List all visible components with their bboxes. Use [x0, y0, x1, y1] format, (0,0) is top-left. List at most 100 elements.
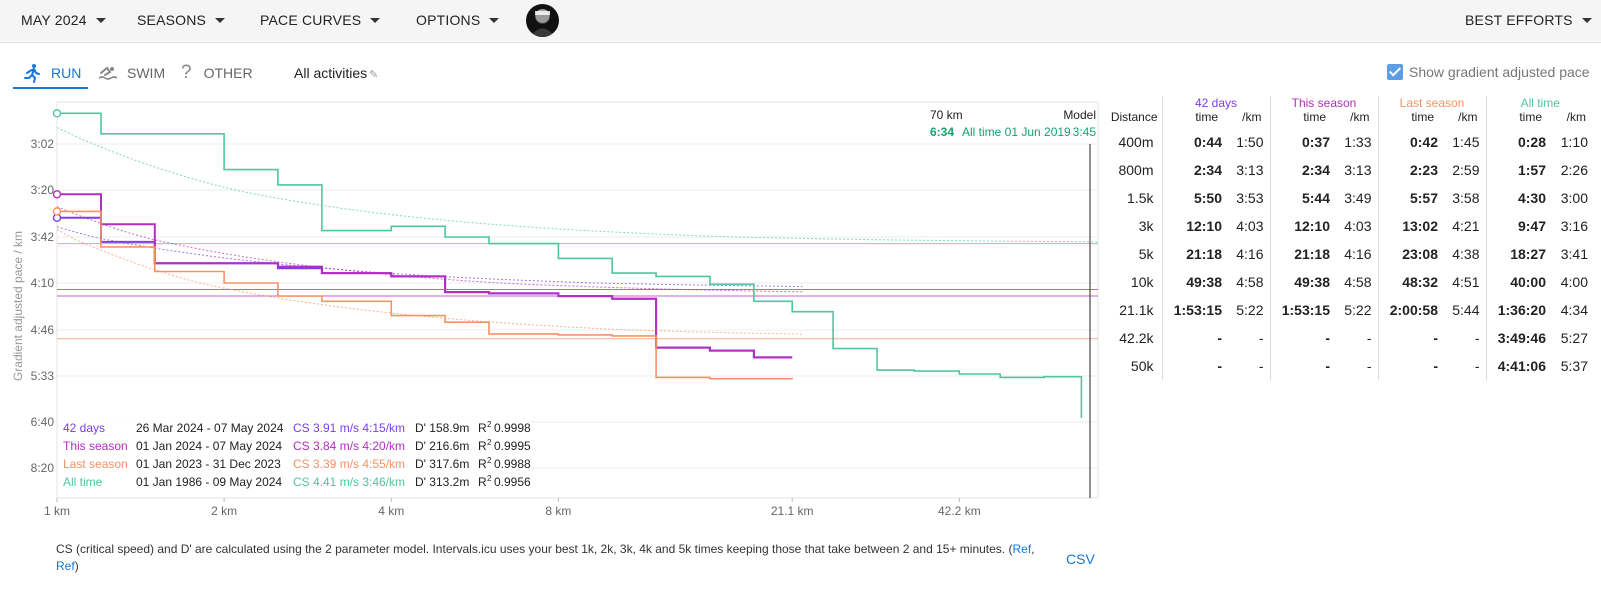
x-tick-label: 42.2 km: [938, 504, 981, 518]
footer-end: ): [74, 559, 79, 573]
time-header: time: [1269, 110, 1330, 128]
time-cell: -: [1269, 352, 1330, 380]
pace-header: /km: [1566, 110, 1586, 124]
pace-cell: 2:59: [1452, 162, 1480, 178]
time-cell: 21:18: [1161, 240, 1222, 268]
series-line[interactable]: [57, 112, 1083, 418]
time-cell: 1:36:20: [1485, 296, 1546, 324]
pace-header: /km: [1350, 110, 1370, 124]
legend-r2: 0.9998: [494, 421, 531, 435]
time-cell: 18:27: [1485, 240, 1546, 268]
time-cell: 1:53:15: [1161, 296, 1222, 324]
pace-header: /km: [1458, 110, 1478, 124]
pace-cell: 1:33: [1344, 134, 1372, 150]
time-cell: 49:38: [1161, 268, 1222, 296]
group-42-days: 42 days: [1161, 96, 1270, 110]
y-tick-label: 3:02: [31, 137, 55, 151]
series-line[interactable]: [57, 193, 793, 359]
time-cell: 2:23: [1377, 156, 1438, 184]
time-cell: 5:50: [1161, 184, 1222, 212]
best-efforts-table: 42 days This season Last season All time…: [1100, 96, 1600, 380]
chevron-down-icon: [489, 17, 500, 23]
time-header: time: [1485, 110, 1546, 128]
time-cell: -: [1377, 324, 1438, 352]
time-cell: 0:44: [1161, 128, 1222, 156]
ref-link[interactable]: Ref: [56, 559, 75, 573]
pace-cell: 3:13: [1236, 162, 1264, 178]
pace-cell: -: [1258, 358, 1264, 374]
time-cell: 1:57: [1485, 156, 1546, 184]
csv-button[interactable]: CSV: [1066, 551, 1095, 567]
table-row: 50k - - - - - -4:41:06 5:37: [1100, 352, 1594, 380]
chevron-down-icon: [215, 17, 226, 23]
y-tick-label: 8:20: [31, 461, 55, 475]
distance-cell: 800m: [1118, 162, 1154, 178]
legend-r2-label: R: [478, 439, 487, 453]
pace-curves-menu-label: PACE CURVES: [260, 12, 362, 28]
legend-r2-sup: 2: [487, 456, 492, 465]
pace-cell: 1:50: [1236, 134, 1264, 150]
time-cell: 49:38: [1269, 268, 1330, 296]
x-tick-label: 1 km: [44, 504, 70, 518]
table-row: 42.2k - - - - - -3:49:46 5:27: [1100, 324, 1594, 352]
legend-date-range: 01 Jan 2024 - 07 May 2024: [136, 439, 282, 453]
legend-dprime: D' 158.9m: [415, 421, 469, 435]
pace-cell: -: [1258, 330, 1264, 346]
series-point[interactable]: [52, 190, 62, 199]
legend-cs: CS 3.39 m/s 4:55/km: [293, 457, 405, 471]
pace-cell: 3:58: [1452, 190, 1480, 206]
model-label: Model: [1063, 108, 1096, 122]
pace-curve-chart[interactable]: 3:02 3:20 3:42 4:10 4:46 5:33 6:40 8:20 1 km 2 k…: [0, 96, 1100, 526]
chevron-down-icon: [95, 17, 106, 23]
avatar-image: [530, 9, 555, 37]
y-tick-label: 3:20: [31, 183, 55, 197]
x-tick-label: 21.1 km: [771, 504, 814, 518]
time-cell: 12:10: [1161, 212, 1222, 240]
series-line[interactable]: [57, 216, 793, 359]
active-tab-indicator: [13, 87, 88, 89]
y-tick-label: 4:46: [31, 323, 55, 337]
series-point[interactable]: [52, 109, 62, 118]
avatar[interactable]: [526, 4, 559, 37]
seasons-menu-label: SEASONS: [137, 12, 207, 28]
pace-curves-menu[interactable]: PACE CURVES: [260, 12, 381, 28]
options-menu[interactable]: OPTIONS: [416, 12, 500, 28]
pace-cell: 3:53: [1236, 190, 1264, 206]
tab-run[interactable]: RUN: [23, 57, 81, 89]
series-point[interactable]: [52, 207, 62, 216]
pace-cell: 4:58: [1236, 274, 1264, 290]
gap-checkbox[interactable]: Show gradient adjusted pace: [1387, 64, 1590, 80]
activity-filter[interactable]: All activities ✎: [294, 65, 378, 81]
best-efforts-menu[interactable]: BEST EFFORTS: [1465, 12, 1592, 28]
question-icon: ?: [181, 62, 192, 83]
month-menu[interactable]: MAY 2024: [21, 12, 106, 28]
table-row: 400m 0:44 1:50 0:37 1:33 0:42 1:45 0:28 1:10: [1100, 128, 1594, 156]
plot-area: [56, 101, 1099, 499]
x-tick-label: 2 km: [211, 504, 237, 518]
pace-cell: 3:49: [1344, 190, 1372, 206]
legend-cs: CS 4.41 m/s 3:46/km: [293, 475, 405, 489]
ref-link[interactable]: Ref: [1012, 542, 1032, 556]
tab-swim[interactable]: SWIM: [98, 57, 165, 89]
seasons-menu[interactable]: SEASONS: [137, 12, 226, 28]
legend-dprime: D' 317.6m: [415, 457, 469, 471]
y-tick-label: 4:10: [31, 276, 55, 290]
run-icon: [24, 64, 40, 83]
model-curve: [56, 206, 803, 293]
cursor-value-label: All time 01 Jun 2019: [962, 125, 1071, 139]
time-cell: 4:30: [1485, 184, 1546, 212]
series-line[interactable]: [57, 210, 793, 380]
legend-r2-sup: 2: [487, 474, 492, 483]
time-cell: 5:57: [1377, 184, 1438, 212]
checkbox-checked-icon[interactable]: [1387, 64, 1403, 80]
pace-cell: 4:58: [1344, 274, 1372, 290]
table-row: 5k 21:18 4:16 21:18 4:16 23:08 4:38 18:27 3:41: [1100, 240, 1594, 268]
pace-cell: 4:21: [1452, 218, 1480, 234]
footer-text: CS (critical speed) and D' are calculate…: [56, 542, 1013, 556]
pace-cell: 5:44: [1452, 302, 1480, 318]
pace-cell: -: [1366, 358, 1372, 374]
tab-other[interactable]: ? OTHER: [181, 57, 253, 89]
pace-cell: -: [1366, 330, 1372, 346]
time-cell: 3:49:46: [1485, 324, 1546, 352]
legend-r2-label: R: [478, 421, 487, 435]
